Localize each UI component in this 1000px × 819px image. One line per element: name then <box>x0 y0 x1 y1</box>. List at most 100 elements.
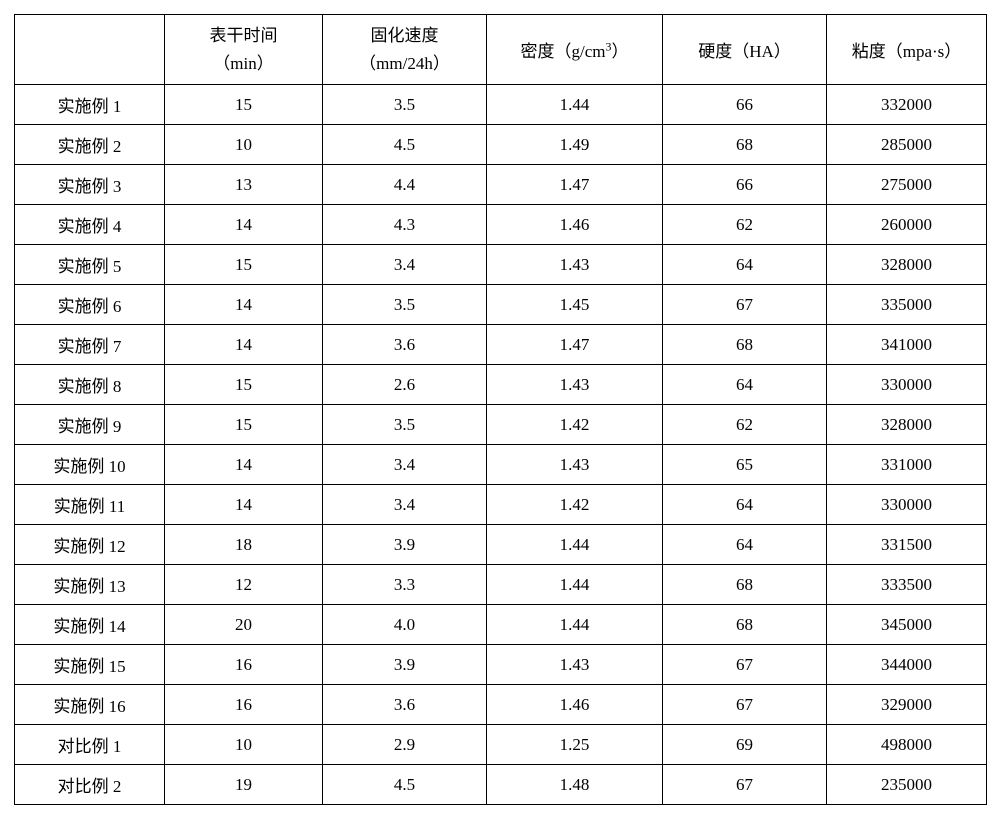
table-row: 实施例 8152.61.4364330000 <box>15 365 987 405</box>
cell: 3.5 <box>323 85 487 125</box>
cell: 13 <box>165 165 323 205</box>
row-label: 对比例 1 <box>15 725 165 765</box>
cell: 64 <box>663 525 827 565</box>
cell: 260000 <box>827 205 987 245</box>
row-label: 实施例 15 <box>15 645 165 685</box>
cell: 19 <box>165 765 323 805</box>
row-label: 实施例 9 <box>15 405 165 445</box>
table-row: 实施例 6143.51.4567335000 <box>15 285 987 325</box>
cell: 64 <box>663 485 827 525</box>
cell: 15 <box>165 365 323 405</box>
row-label: 实施例 14 <box>15 605 165 645</box>
cell: 333500 <box>827 565 987 605</box>
cell: 332000 <box>827 85 987 125</box>
cell: 10 <box>165 725 323 765</box>
cell: 1.43 <box>487 645 663 685</box>
cell: 1.42 <box>487 485 663 525</box>
row-label: 实施例 2 <box>15 125 165 165</box>
cell: 1.48 <box>487 765 663 805</box>
table-head: 表干时间（min） 固化速度（mm/24h） 密度（g/cm3） 硬度（HA） … <box>15 15 987 85</box>
cell: 1.44 <box>487 85 663 125</box>
col-header-3: 密度（g/cm3） <box>487 15 663 85</box>
row-label: 实施例 5 <box>15 245 165 285</box>
cell: 4.0 <box>323 605 487 645</box>
cell: 3.9 <box>323 525 487 565</box>
header-row: 表干时间（min） 固化速度（mm/24h） 密度（g/cm3） 硬度（HA） … <box>15 15 987 85</box>
table-row: 实施例 10143.41.4365331000 <box>15 445 987 485</box>
row-label: 实施例 1 <box>15 85 165 125</box>
cell: 68 <box>663 325 827 365</box>
cell: 1.43 <box>487 365 663 405</box>
table-body: 实施例 1153.51.4466332000实施例 2104.51.496828… <box>15 85 987 805</box>
col-header-1: 表干时间（min） <box>165 15 323 85</box>
cell: 62 <box>663 405 827 445</box>
cell: 3.5 <box>323 285 487 325</box>
cell: 66 <box>663 85 827 125</box>
cell: 68 <box>663 125 827 165</box>
row-label: 实施例 8 <box>15 365 165 405</box>
cell: 14 <box>165 205 323 245</box>
cell: 1.44 <box>487 565 663 605</box>
table-row: 实施例 14204.01.4468345000 <box>15 605 987 645</box>
cell: 1.47 <box>487 165 663 205</box>
cell: 68 <box>663 565 827 605</box>
table-row: 实施例 2104.51.4968285000 <box>15 125 987 165</box>
cell: 20 <box>165 605 323 645</box>
cell: 235000 <box>827 765 987 805</box>
cell: 64 <box>663 245 827 285</box>
cell: 68 <box>663 605 827 645</box>
cell: 66 <box>663 165 827 205</box>
cell: 2.9 <box>323 725 487 765</box>
row-label: 实施例 7 <box>15 325 165 365</box>
cell: 62 <box>663 205 827 245</box>
cell: 3.6 <box>323 325 487 365</box>
cell: 1.25 <box>487 725 663 765</box>
cell: 14 <box>165 485 323 525</box>
cell: 3.4 <box>323 485 487 525</box>
table-row: 实施例 1153.51.4466332000 <box>15 85 987 125</box>
cell: 1.45 <box>487 285 663 325</box>
row-label: 实施例 4 <box>15 205 165 245</box>
cell: 1.46 <box>487 205 663 245</box>
cell: 3.4 <box>323 245 487 285</box>
cell: 4.5 <box>323 125 487 165</box>
table-row: 实施例 13123.31.4468333500 <box>15 565 987 605</box>
table-row: 实施例 9153.51.4262328000 <box>15 405 987 445</box>
cell: 4.5 <box>323 765 487 805</box>
cell: 65 <box>663 445 827 485</box>
cell: 1.46 <box>487 685 663 725</box>
cell: 15 <box>165 245 323 285</box>
cell: 345000 <box>827 605 987 645</box>
cell: 3.6 <box>323 685 487 725</box>
data-table: 表干时间（min） 固化速度（mm/24h） 密度（g/cm3） 硬度（HA） … <box>14 14 987 805</box>
col-header-0 <box>15 15 165 85</box>
cell: 1.44 <box>487 605 663 645</box>
cell: 67 <box>663 645 827 685</box>
cell: 331000 <box>827 445 987 485</box>
cell: 330000 <box>827 365 987 405</box>
table-row: 实施例 3134.41.4766275000 <box>15 165 987 205</box>
cell: 3.4 <box>323 445 487 485</box>
row-label: 实施例 10 <box>15 445 165 485</box>
cell: 1.47 <box>487 325 663 365</box>
row-label: 对比例 2 <box>15 765 165 805</box>
cell: 69 <box>663 725 827 765</box>
table-row: 实施例 5153.41.4364328000 <box>15 245 987 285</box>
table-row: 实施例 7143.61.4768341000 <box>15 325 987 365</box>
cell: 329000 <box>827 685 987 725</box>
cell: 14 <box>165 325 323 365</box>
cell: 1.43 <box>487 445 663 485</box>
cell: 330000 <box>827 485 987 525</box>
cell: 16 <box>165 685 323 725</box>
cell: 3.5 <box>323 405 487 445</box>
cell: 275000 <box>827 165 987 205</box>
row-label: 实施例 13 <box>15 565 165 605</box>
cell: 12 <box>165 565 323 605</box>
cell: 328000 <box>827 405 987 445</box>
cell: 15 <box>165 85 323 125</box>
cell: 67 <box>663 285 827 325</box>
col-header-2: 固化速度（mm/24h） <box>323 15 487 85</box>
row-label: 实施例 6 <box>15 285 165 325</box>
table-row: 实施例 15163.91.4367344000 <box>15 645 987 685</box>
cell: 67 <box>663 765 827 805</box>
